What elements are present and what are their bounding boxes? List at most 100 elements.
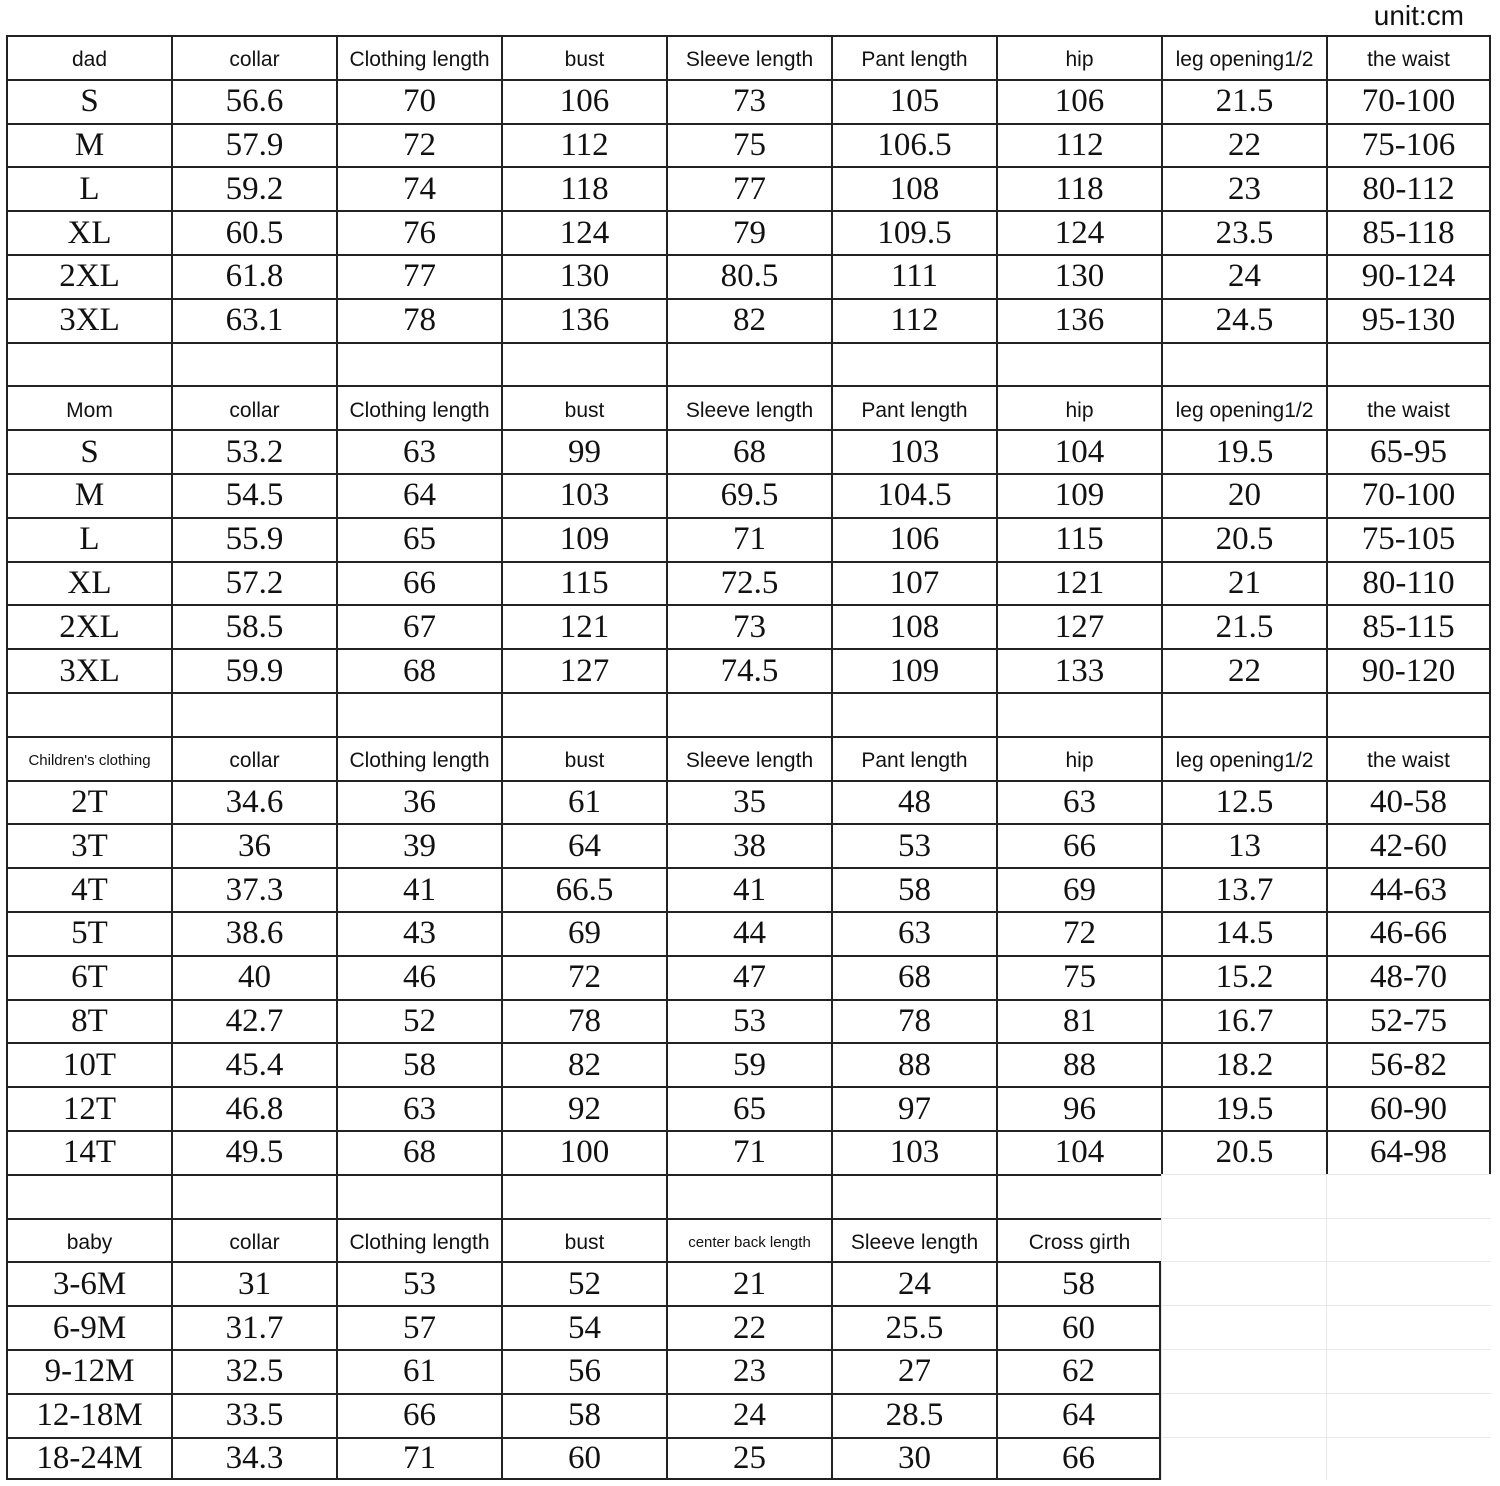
empty-cell bbox=[501, 341, 666, 386]
measurement-cell: 65 bbox=[336, 516, 501, 561]
measurement-cell: 47 bbox=[666, 954, 831, 999]
measurement-cell: 104 bbox=[996, 1129, 1161, 1174]
measurement-cell: 53.2 bbox=[171, 429, 336, 473]
measurement-cell: 78 bbox=[831, 998, 996, 1043]
measurement-cell: 118 bbox=[996, 166, 1161, 211]
measurement-cell: 73 bbox=[666, 604, 831, 649]
size-label: 8T bbox=[6, 998, 171, 1043]
measurement-cell: 85-115 bbox=[1326, 604, 1491, 649]
column-header: Pant length bbox=[831, 35, 996, 79]
column-header: the waist bbox=[1326, 385, 1491, 430]
measurement-cell: 23.5 bbox=[1161, 210, 1326, 254]
table-row: M 57.9 72 112 75 106.5 112 22 75-106 bbox=[6, 122, 1491, 167]
empty-cell bbox=[1326, 1217, 1491, 1262]
measurement-cell: 109 bbox=[831, 648, 996, 692]
empty-cell bbox=[1326, 1392, 1491, 1437]
measurement-cell: 63 bbox=[996, 779, 1161, 824]
measurement-cell: 118 bbox=[501, 166, 666, 211]
empty-cell bbox=[171, 691, 336, 736]
measurement-cell: 71 bbox=[666, 1129, 831, 1174]
spacer-row bbox=[6, 1173, 1491, 1218]
column-header: Clothing length bbox=[336, 1217, 501, 1262]
measurement-cell: 44-63 bbox=[1326, 867, 1491, 911]
measurement-cell: 42.7 bbox=[171, 998, 336, 1043]
table-row: 5T 38.6 43 69 44 63 72 14.5 46-66 bbox=[6, 910, 1491, 955]
empty-cell bbox=[336, 691, 501, 736]
column-header: Cross girth bbox=[996, 1217, 1161, 1262]
size-label: 12T bbox=[6, 1086, 171, 1130]
size-label: L bbox=[6, 166, 171, 211]
column-header: center back length bbox=[666, 1217, 831, 1262]
measurement-cell: 14.5 bbox=[1161, 910, 1326, 955]
measurement-cell: 37.3 bbox=[171, 867, 336, 911]
measurement-cell: 80.5 bbox=[666, 253, 831, 298]
size-label: 14T bbox=[6, 1129, 171, 1174]
column-header: dad bbox=[6, 35, 171, 79]
measurement-cell: 25.5 bbox=[831, 1305, 996, 1349]
table-row: 9-12M 32.5 61 56 23 27 62 bbox=[6, 1348, 1491, 1393]
column-header: collar bbox=[171, 35, 336, 79]
measurement-cell: 48 bbox=[831, 779, 996, 824]
measurement-cell: 45.4 bbox=[171, 1042, 336, 1087]
measurement-cell: 56.6 bbox=[171, 78, 336, 123]
measurement-cell: 63 bbox=[336, 429, 501, 473]
table-row: 12-18M 33.5 66 58 24 28.5 64 bbox=[6, 1392, 1491, 1437]
measurement-cell: 24 bbox=[831, 1261, 996, 1306]
measurement-cell: 68 bbox=[831, 954, 996, 999]
measurement-cell: 60 bbox=[996, 1305, 1161, 1349]
measurement-cell: 66 bbox=[996, 1436, 1161, 1481]
measurement-cell: 46-66 bbox=[1326, 910, 1491, 955]
column-header: Sleeve length bbox=[831, 1217, 996, 1262]
column-header: the waist bbox=[1326, 735, 1491, 780]
empty-cell bbox=[1161, 1173, 1326, 1218]
empty-cell bbox=[831, 691, 996, 736]
table-row: 8T 42.7 52 78 53 78 81 16.7 52-75 bbox=[6, 998, 1491, 1043]
measurement-cell: 70 bbox=[336, 78, 501, 123]
empty-cell bbox=[1326, 1173, 1491, 1218]
measurement-cell: 16.7 bbox=[1161, 998, 1326, 1043]
header-row: dad collar Clothing length bust Sleeve lengt… bbox=[6, 35, 1491, 79]
measurement-cell: 64-98 bbox=[1326, 1129, 1491, 1174]
header-row: Children's clothing collar Clothing length… bbox=[6, 735, 1491, 780]
column-header: collar bbox=[171, 735, 336, 780]
measurement-cell: 23 bbox=[1161, 166, 1326, 211]
measurement-cell: 22 bbox=[666, 1305, 831, 1349]
measurement-cell: 59.2 bbox=[171, 166, 336, 211]
measurement-cell: 65-95 bbox=[1326, 429, 1491, 473]
size-label: XL bbox=[6, 210, 171, 254]
column-header: leg opening1/2 bbox=[1161, 735, 1326, 780]
unit-label: unit:cm bbox=[1373, 0, 1464, 31]
empty-cell bbox=[1161, 1305, 1326, 1349]
measurement-cell: 97 bbox=[831, 1086, 996, 1130]
header-row: Mom collar Clothing length bust Sleeve lengt… bbox=[6, 385, 1491, 430]
measurement-cell: 56 bbox=[501, 1348, 666, 1393]
size-chart-table: dad collar Clothing length bust Sleeve lengt… bbox=[6, 35, 1491, 1481]
measurement-cell: 52 bbox=[336, 998, 501, 1043]
measurement-cell: 18.2 bbox=[1161, 1042, 1326, 1087]
measurement-cell: 109 bbox=[996, 472, 1161, 517]
measurement-cell: 53 bbox=[666, 998, 831, 1043]
table-row: 2T 34.6 36 61 35 48 63 12.5 40-58 bbox=[6, 779, 1491, 824]
column-header: the waist bbox=[1326, 35, 1491, 79]
column-header: hip bbox=[996, 735, 1161, 780]
measurement-cell: 21.5 bbox=[1161, 604, 1326, 649]
measurement-cell: 92 bbox=[501, 1086, 666, 1130]
measurement-cell: 13.7 bbox=[1161, 867, 1326, 911]
measurement-cell: 44 bbox=[666, 910, 831, 955]
measurement-cell: 106 bbox=[996, 78, 1161, 123]
measurement-cell: 78 bbox=[336, 297, 501, 342]
measurement-cell: 19.5 bbox=[1161, 1086, 1326, 1130]
empty-cell bbox=[1161, 1348, 1326, 1393]
measurement-cell: 106.5 bbox=[831, 122, 996, 167]
table-row: 6T 40 46 72 47 68 75 15.2 48-70 bbox=[6, 954, 1491, 999]
measurement-cell: 72.5 bbox=[666, 560, 831, 605]
measurement-cell: 64 bbox=[501, 823, 666, 868]
measurement-cell: 75 bbox=[996, 954, 1161, 999]
size-label: S bbox=[6, 429, 171, 473]
size-label: 6T bbox=[6, 954, 171, 999]
column-header: Sleeve length bbox=[666, 35, 831, 79]
table-row: M 54.5 64 103 69.5 104.5 109 20 70-100 bbox=[6, 472, 1491, 517]
measurement-cell: 72 bbox=[501, 954, 666, 999]
column-header: Pant length bbox=[831, 735, 996, 780]
measurement-cell: 21 bbox=[666, 1261, 831, 1306]
